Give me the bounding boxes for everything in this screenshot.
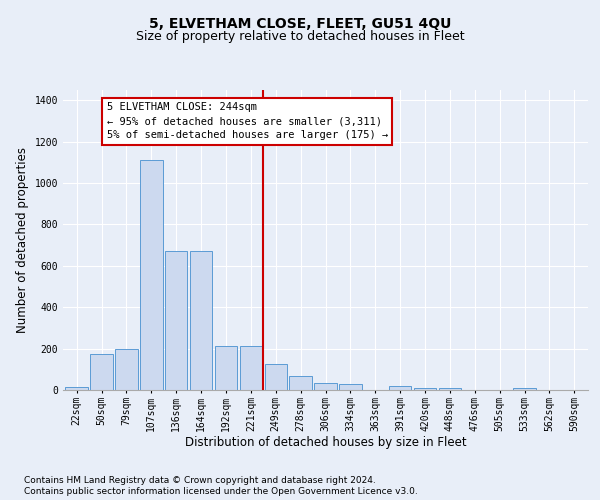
Bar [265, 364, 287, 390]
Bar [389, 386, 412, 390]
Text: 5, ELVETHAM CLOSE, FLEET, GU51 4QU: 5, ELVETHAM CLOSE, FLEET, GU51 4QU [149, 18, 451, 32]
Bar [140, 160, 163, 390]
Bar [190, 252, 212, 390]
Bar [514, 388, 536, 390]
Text: Size of property relative to detached houses in Fleet: Size of property relative to detached ho… [136, 30, 464, 43]
Bar [314, 383, 337, 390]
Text: 5 ELVETHAM CLOSE: 244sqm
← 95% of detached houses are smaller (3,311)
5% of semi: 5 ELVETHAM CLOSE: 244sqm ← 95% of detach… [107, 102, 388, 141]
Bar [339, 384, 362, 390]
Text: Contains public sector information licensed under the Open Government Licence v3: Contains public sector information licen… [24, 487, 418, 496]
Y-axis label: Number of detached properties: Number of detached properties [16, 147, 29, 333]
Bar [65, 387, 88, 390]
Text: Contains HM Land Registry data © Crown copyright and database right 2024.: Contains HM Land Registry data © Crown c… [24, 476, 376, 485]
Bar [215, 346, 237, 390]
Bar [289, 376, 312, 390]
Bar [91, 354, 113, 390]
Bar [439, 388, 461, 390]
Bar [165, 252, 187, 390]
Bar [239, 346, 262, 390]
X-axis label: Distribution of detached houses by size in Fleet: Distribution of detached houses by size … [185, 436, 466, 450]
Bar [414, 388, 436, 390]
Bar [115, 348, 137, 390]
